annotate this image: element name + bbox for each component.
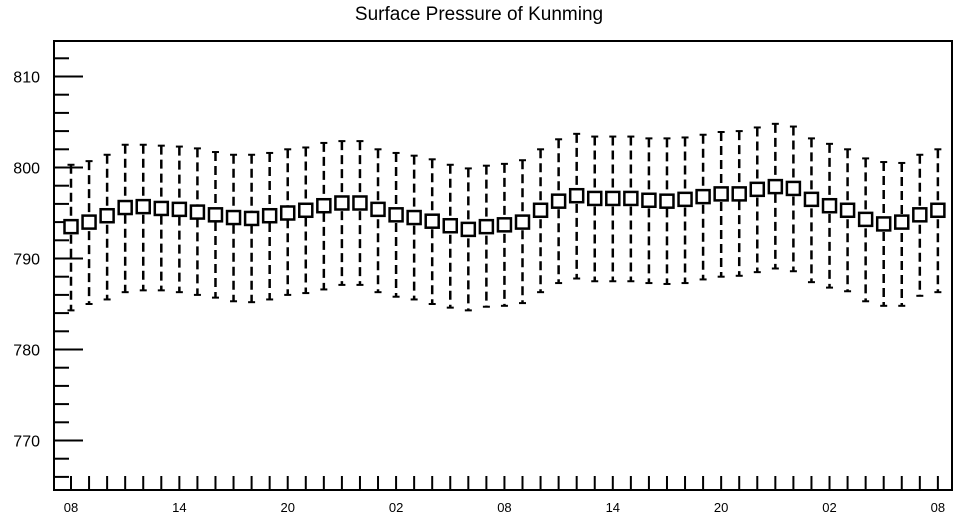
mean-marker (334, 195, 350, 211)
mean-marker (930, 202, 946, 219)
y-tick-label: 790 (13, 252, 40, 269)
mean-marker (406, 209, 422, 226)
mean-marker (189, 204, 206, 220)
mean-marker (713, 186, 729, 202)
mean-marker (243, 210, 260, 227)
mean-marker (821, 197, 838, 214)
mean-marker (623, 190, 639, 207)
mean-marker (424, 213, 440, 229)
mean-marker (171, 201, 188, 218)
mean-marker (803, 191, 820, 208)
y-tick-label: 780 (13, 343, 40, 360)
mean-marker (532, 202, 549, 219)
x-tick-label: 08 (64, 500, 78, 515)
mean-marker (388, 207, 404, 223)
mean-marker (550, 193, 567, 209)
mean-marker (605, 190, 621, 207)
x-tick-label: 08 (931, 500, 945, 515)
mean-marker (731, 186, 747, 202)
mean-marker (586, 190, 603, 207)
mean-marker (316, 197, 332, 214)
chart-title: Surface Pressure of Kunming (354, 4, 604, 25)
y-tick-label: 770 (13, 434, 40, 451)
x-tick-label: 08 (497, 500, 511, 515)
mean-marker (442, 217, 459, 234)
mean-marker (117, 199, 133, 216)
x-tick-label: 20 (714, 500, 728, 515)
mean-marker (767, 178, 784, 195)
x-tick-label: 14 (606, 500, 620, 515)
y-tick-label: 810 (13, 70, 40, 87)
mean-marker (207, 207, 224, 223)
mean-marker (135, 198, 151, 215)
x-tick-label: 02 (389, 500, 403, 515)
mean-marker (81, 214, 97, 230)
mean-marker (478, 218, 495, 235)
y-tick-label: 800 (13, 161, 40, 178)
x-tick-label: 02 (822, 500, 836, 515)
mean-marker (279, 205, 296, 221)
mean-marker (496, 217, 513, 233)
mean-marker (894, 214, 910, 230)
mean-marker (677, 191, 693, 208)
mean-marker (261, 207, 278, 224)
mean-marker (352, 195, 368, 211)
mean-marker (568, 187, 585, 204)
mean-marker (912, 207, 928, 223)
mean-marker (695, 188, 711, 205)
mean-marker (875, 216, 892, 232)
chart-marks (63, 122, 946, 312)
plot-frame (53, 40, 953, 491)
mean-marker (460, 221, 477, 238)
mean-marker (749, 181, 766, 198)
x-tick-label: 14 (172, 500, 186, 515)
chart-axes: 770 780 790 800 810 08 14 20 02 08 14 20 02 08 (13, 57, 945, 515)
x-tick-label: 20 (280, 500, 294, 515)
mean-marker (659, 193, 675, 209)
mean-marker (857, 211, 874, 228)
mean-marker (839, 202, 856, 219)
mean-marker (225, 209, 242, 226)
mean-marker (370, 201, 386, 218)
mean-marker (785, 180, 802, 197)
mean-marker (63, 218, 79, 235)
mean-marker (298, 202, 314, 219)
mean-marker (153, 200, 170, 217)
mean-marker (514, 214, 531, 230)
mean-marker (99, 207, 115, 224)
mean-marker (641, 192, 657, 209)
